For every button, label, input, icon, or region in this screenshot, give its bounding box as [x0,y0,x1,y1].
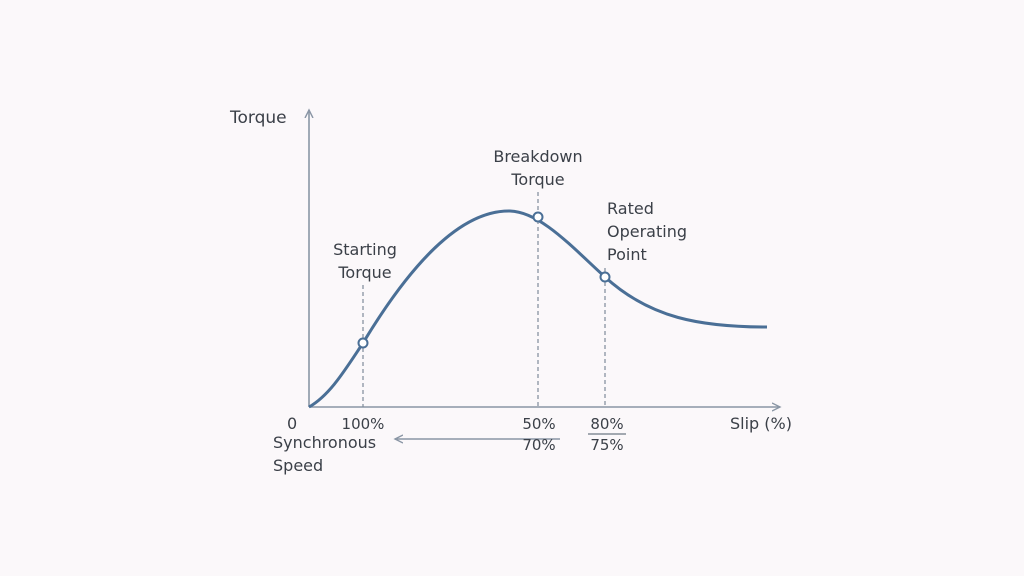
tick-label: 50% [522,415,556,433]
origin-label: 0 [287,414,298,433]
torque-curve [308,209,768,409]
sub-tick-label: 70% [522,436,556,454]
point-marker [532,211,544,223]
tick-label: 80% [590,415,624,433]
point-marker [357,337,369,349]
y-axis-label: Torque [230,108,287,128]
sub-tick-label: 75% [590,436,624,454]
point-label: Breakdown Torque [493,147,583,189]
speed-note: Synchronous Speed [273,433,377,475]
point-label: Rated Operating Point [607,199,687,264]
x-axis-label: Slip (%) [730,414,792,433]
point-marker [599,271,611,283]
tick-label: 100% [341,415,385,433]
point-label: Starting Torque [333,240,397,282]
